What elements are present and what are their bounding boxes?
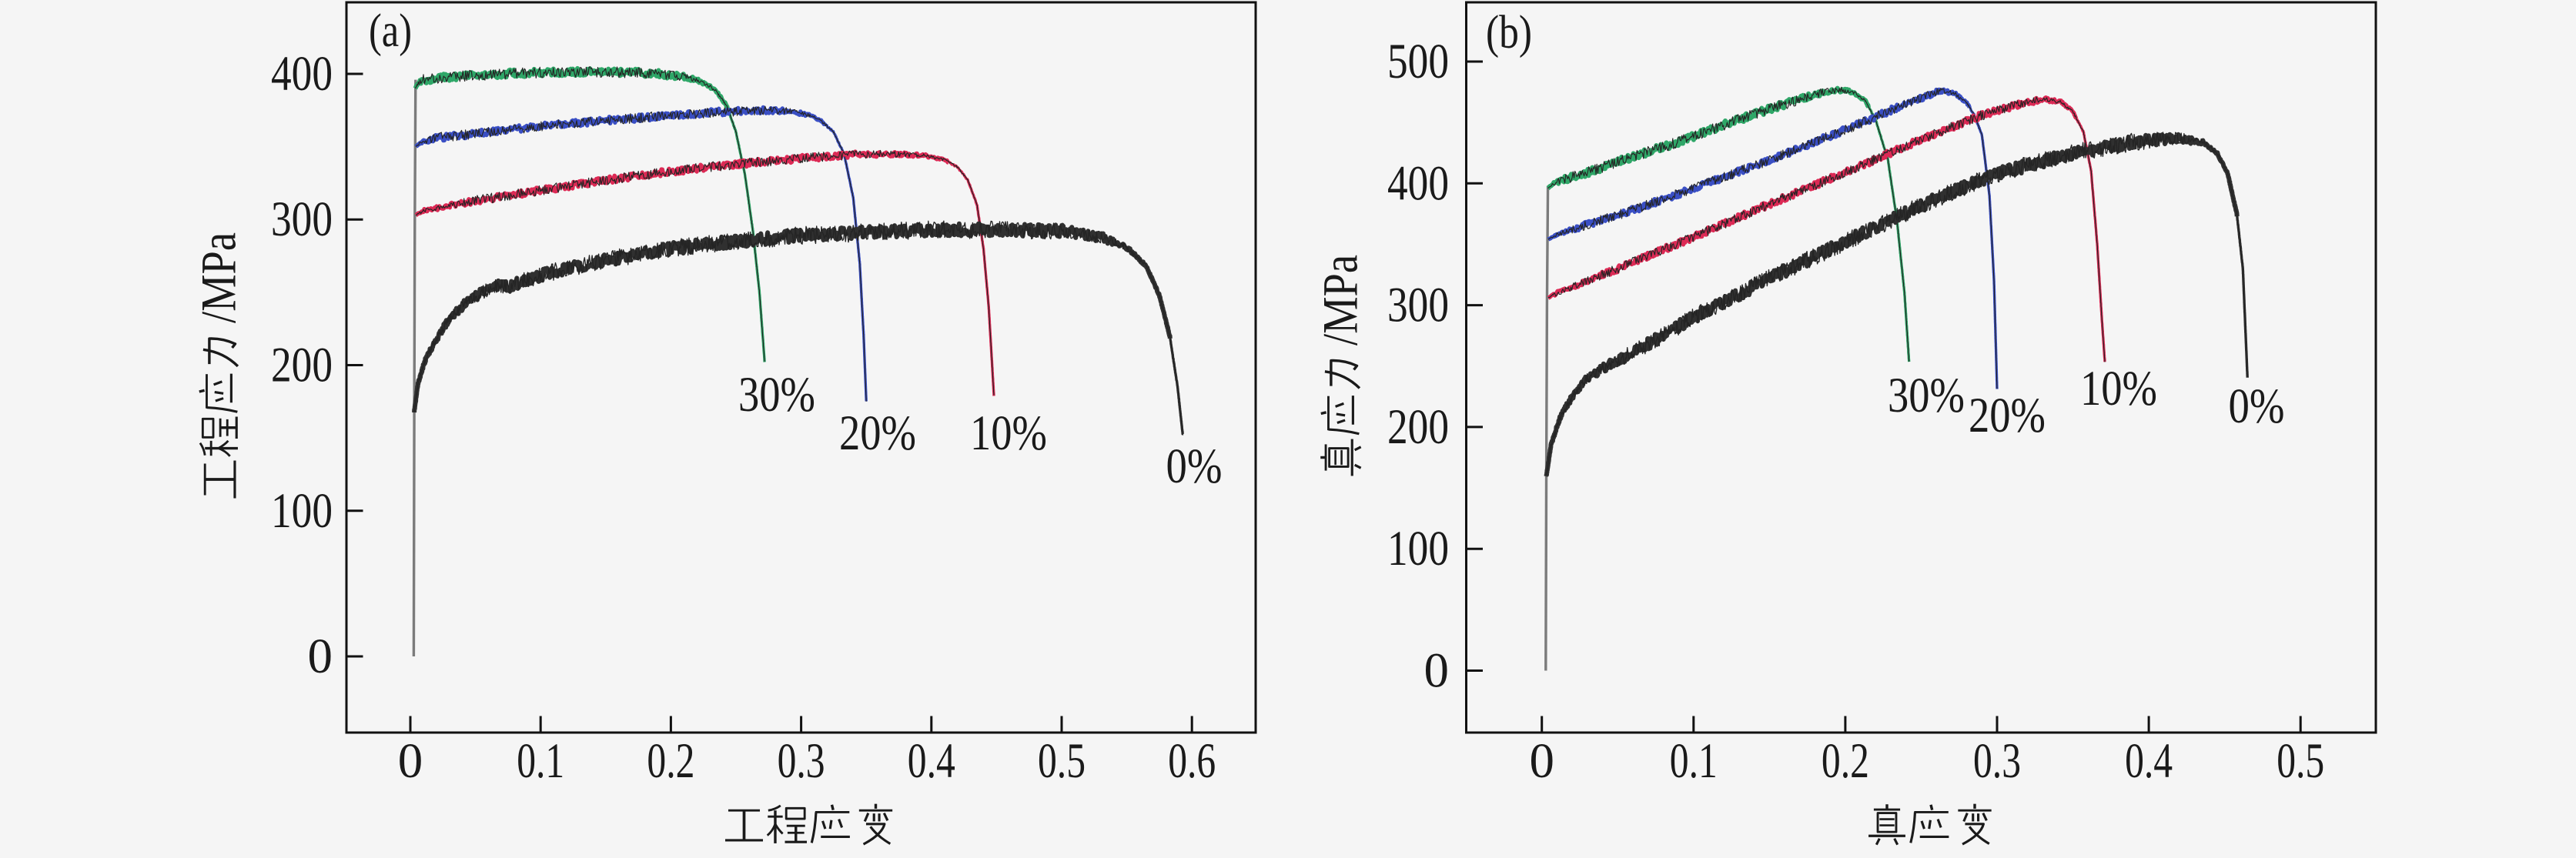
svg-text:(b): (b) — [1486, 7, 1532, 58]
svg-text:/MPa: /MPa — [192, 232, 247, 323]
svg-text:0.5: 0.5 — [1038, 733, 1086, 789]
svg-text:0.3: 0.3 — [1973, 733, 2021, 789]
svg-text:10%: 10% — [970, 406, 1047, 461]
svg-text:400: 400 — [1387, 155, 1449, 211]
svg-text:30%: 30% — [738, 367, 815, 422]
svg-text:0.2: 0.2 — [1822, 733, 1869, 789]
svg-text:0.6: 0.6 — [1168, 733, 1216, 789]
svg-text:20%: 20% — [839, 406, 916, 461]
svg-text:0: 0 — [1529, 733, 1554, 789]
svg-text:0.4: 0.4 — [908, 733, 955, 789]
svg-text:300: 300 — [1387, 278, 1449, 333]
svg-text:/MPa: /MPa — [1313, 255, 1369, 346]
svg-text:0: 0 — [1424, 643, 1450, 699]
svg-text:0.2: 0.2 — [647, 733, 694, 789]
svg-text:100: 100 — [271, 483, 333, 539]
svg-text:0: 0 — [398, 733, 423, 789]
svg-text:300: 300 — [271, 192, 333, 247]
svg-text:0%: 0% — [2229, 379, 2285, 434]
svg-text:0%: 0% — [1166, 439, 1223, 494]
svg-text:0.1: 0.1 — [1670, 733, 1718, 789]
svg-text:200: 200 — [271, 338, 333, 393]
svg-text:30%: 30% — [1888, 368, 1965, 423]
svg-text:10%: 10% — [2080, 361, 2157, 416]
svg-text:0: 0 — [308, 629, 333, 684]
svg-text:400: 400 — [271, 46, 333, 102]
svg-text:100: 100 — [1387, 521, 1449, 576]
svg-text:(a): (a) — [369, 5, 412, 57]
svg-text:0.3: 0.3 — [778, 733, 825, 789]
svg-text:0.1: 0.1 — [517, 733, 564, 789]
svg-text:200: 200 — [1387, 399, 1449, 455]
svg-text:0.5: 0.5 — [2277, 733, 2324, 789]
svg-text:0.4: 0.4 — [2125, 733, 2173, 789]
svg-text:20%: 20% — [1969, 388, 2046, 443]
svg-text:500: 500 — [1387, 34, 1449, 89]
